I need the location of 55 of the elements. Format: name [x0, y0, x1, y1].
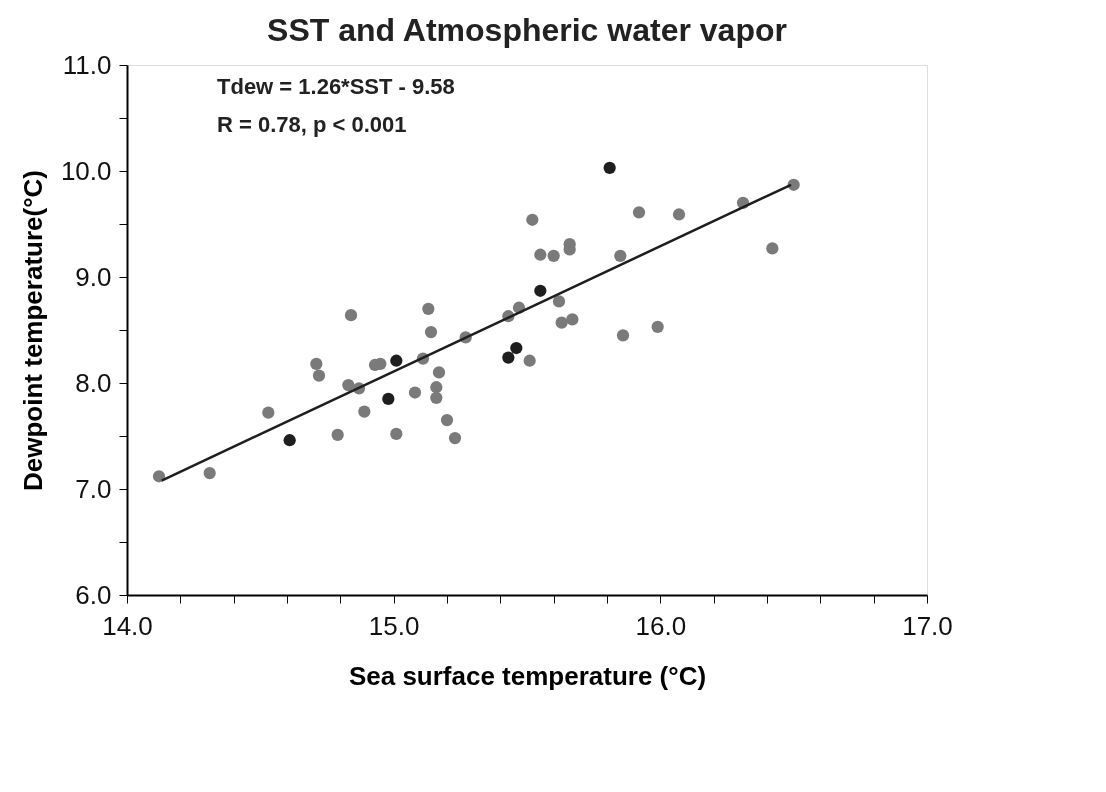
point [408, 386, 422, 399]
point [390, 427, 403, 440]
y-axis-title: Dewpoint temperature(°C) [17, 170, 48, 491]
annotation: R = 0.78, p < 0.001 [217, 112, 407, 137]
y-tick-label: 11.0 [62, 49, 112, 80]
point [203, 466, 216, 480]
point [382, 392, 395, 406]
point [547, 249, 560, 262]
y-tick-label: 10.0 [60, 155, 112, 186]
point [310, 357, 323, 371]
point [331, 428, 344, 442]
point [614, 249, 627, 262]
point [555, 316, 568, 329]
point [262, 406, 275, 419]
x-tick-label: 16.0 [635, 610, 687, 641]
point [534, 248, 547, 261]
point [616, 329, 630, 342]
point [526, 213, 539, 226]
x-tick-label: 15.0 [368, 610, 420, 641]
y-tick-label: 8.0 [75, 367, 112, 398]
point [566, 313, 579, 326]
point [672, 208, 686, 221]
point [448, 432, 462, 445]
point [152, 470, 166, 483]
point [632, 206, 646, 219]
x-tick-label: 14.0 [102, 610, 153, 641]
point [766, 242, 779, 255]
point [283, 434, 296, 447]
chart-title: SST and Atmospheric water vapor [267, 12, 787, 48]
point [552, 295, 566, 308]
y-tick-label: 6.0 [75, 579, 112, 610]
point [510, 341, 523, 355]
point [344, 309, 358, 322]
point [312, 369, 326, 382]
point [603, 161, 616, 174]
point [390, 354, 403, 367]
point [342, 379, 355, 392]
point [424, 326, 438, 339]
point [651, 320, 664, 333]
x-tick-label: 17.0 [902, 610, 953, 641]
x-axis-title: Sea surface temperature (°C) [348, 660, 707, 691]
point [430, 391, 443, 404]
point [523, 354, 536, 367]
point [422, 302, 435, 315]
y-tick-label: 7.0 [75, 473, 112, 504]
point [432, 366, 446, 379]
point [787, 178, 800, 191]
point [358, 405, 371, 418]
point [534, 284, 547, 297]
y-tick-label: 9.0 [75, 261, 112, 292]
annotation: Tdew = 1.26*SST - 9.58 [217, 74, 455, 99]
point [440, 413, 454, 427]
point [374, 357, 387, 371]
point [430, 381, 443, 394]
point [502, 351, 515, 364]
